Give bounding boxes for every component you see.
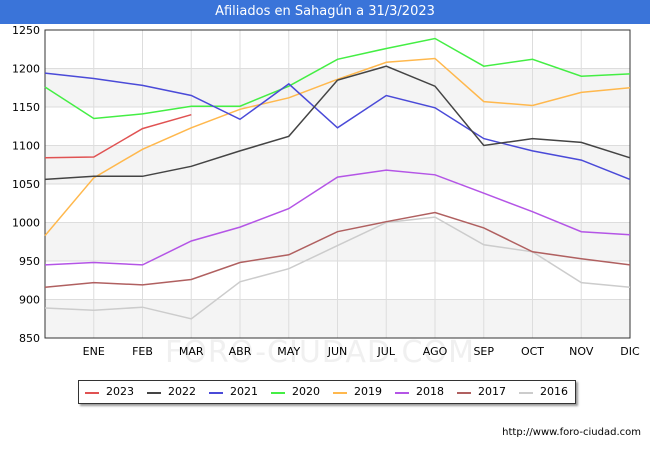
legend-item-2016: 2016 <box>519 385 579 399</box>
x-tick-label: ENE <box>83 345 105 358</box>
legend-label: 2016 <box>540 385 568 398</box>
y-tick-label: 900 <box>19 294 40 307</box>
legend-swatch <box>519 392 533 394</box>
x-tick-label: FEB <box>132 345 153 358</box>
legend-item-2018: 2018 <box>395 385 455 399</box>
series-line-2017 <box>44 211 631 288</box>
series-lines <box>44 37 631 320</box>
y-tick-label: 850 <box>19 332 40 345</box>
series-line-2019 <box>44 57 631 237</box>
legend-label: 2020 <box>292 385 320 398</box>
series-line-2023 <box>44 113 192 159</box>
legend-swatch <box>147 392 161 394</box>
x-tick-label: OCT <box>521 345 544 358</box>
legend-label: 2022 <box>168 385 196 398</box>
x-tick-label: ABR <box>229 345 252 358</box>
legend-swatch <box>333 392 347 394</box>
x-tick-label: AGO <box>423 345 448 358</box>
y-tick-label: 1250 <box>12 24 40 37</box>
x-tick-label: MAR <box>179 345 204 358</box>
title-bar <box>0 0 650 24</box>
legend: 2023 2022 2021 2020 2019 2018 2017 2016 <box>78 380 576 404</box>
x-axis-ticks: ENE FEB MAR ABR MAY JUN JUL AGO SEP OCT NOV DIC <box>83 345 640 358</box>
legend-swatch <box>395 392 409 394</box>
x-tick-label: SEP <box>473 345 494 358</box>
legend-label: 2019 <box>354 385 382 398</box>
legend-item-2023: 2023 <box>85 385 145 399</box>
watermark-text: FORO-CIUDAD.COM <box>165 335 475 370</box>
x-tick-label: JUN <box>327 345 348 358</box>
legend-item-2019: 2019 <box>333 385 393 399</box>
series-line-2022 <box>44 65 631 181</box>
legend-label: 2018 <box>416 385 444 398</box>
y-tick-label: 1000 <box>12 217 40 230</box>
y-tick-label: 1200 <box>12 63 40 76</box>
series-line-2018 <box>44 169 631 266</box>
y-tick-label: 1150 <box>12 101 40 114</box>
x-tick-label: MAY <box>277 345 300 358</box>
chart-title: Afiliados en Sahagún a 31/3/2023 <box>215 4 435 19</box>
y-tick-label: 950 <box>19 255 40 268</box>
legend-item-2020: 2020 <box>271 385 331 399</box>
y-tick-label: 1100 <box>12 140 40 153</box>
y-tick-label: 1050 <box>12 178 40 191</box>
x-tick-label: JUL <box>377 345 396 358</box>
series-line-2020 <box>44 37 631 120</box>
legend-item-2022: 2022 <box>147 385 207 399</box>
legend-swatch <box>457 392 471 394</box>
plot-frame <box>44 29 631 339</box>
source-url: http://www.foro-ciudad.com <box>502 427 641 438</box>
legend-label: 2021 <box>230 385 258 398</box>
series-line-2021 <box>44 72 631 181</box>
legend-item-2017: 2017 <box>457 385 517 399</box>
legend-item-2021: 2021 <box>209 385 269 399</box>
legend-swatch <box>271 392 285 394</box>
x-tick-label: NOV <box>569 345 594 358</box>
x-tick-label: DIC <box>620 345 640 358</box>
y-axis-ticks: 850 900 950 1000 1050 1100 1150 1200 1250 <box>12 24 40 345</box>
legend-swatch <box>209 392 223 394</box>
legend-label: 2023 <box>106 385 134 398</box>
legend-swatch <box>85 392 99 394</box>
legend-label: 2017 <box>478 385 506 398</box>
